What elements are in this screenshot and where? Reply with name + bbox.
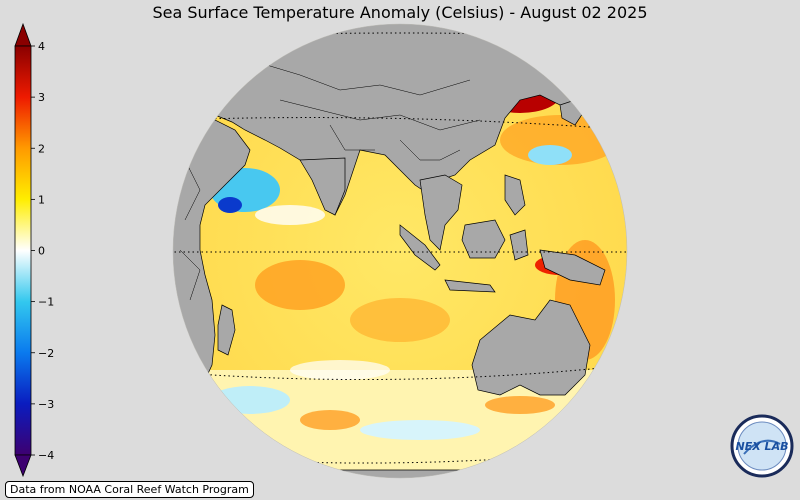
svg-text:NEX LAB: NEX LAB bbox=[736, 440, 789, 453]
warm-anomaly-patch bbox=[255, 260, 345, 310]
indochina-landmass bbox=[419, 174, 463, 251]
country-border bbox=[399, 139, 461, 161]
india-landmass bbox=[299, 157, 346, 216]
country-border bbox=[329, 124, 375, 151]
asia-landmass bbox=[173, 24, 627, 216]
colorbar-tick-label: 4 bbox=[38, 40, 45, 53]
warm-anomaly-patch bbox=[350, 298, 450, 342]
new-guinea-landmass bbox=[539, 249, 606, 286]
colorbar-bottom-arrow bbox=[14, 454, 32, 478]
country-border bbox=[249, 59, 471, 96]
colorbar-tick-label: 1 bbox=[38, 193, 45, 206]
colorbar-tick-label: 3 bbox=[38, 91, 45, 104]
globe-outline bbox=[172, 23, 628, 479]
colorbar-tick-label: 0 bbox=[38, 245, 45, 258]
borneo-landmass bbox=[461, 219, 506, 259]
data-credit-label: Data from NOAA Coral Reef Watch Program bbox=[5, 481, 254, 498]
cool-anomaly-patch bbox=[218, 197, 242, 213]
colorbar-tick-label: −1 bbox=[38, 296, 54, 309]
southern-warm-patch bbox=[485, 396, 555, 414]
colorbar-tick-label: 2 bbox=[38, 142, 45, 155]
colorbar: 4 3 2 1 0 −1 −2 −3 −4 bbox=[14, 22, 54, 478]
country-border bbox=[179, 249, 201, 301]
nex-lab-logo: NEX LAB bbox=[730, 414, 794, 478]
country-border bbox=[184, 159, 201, 221]
southern-warm-patch bbox=[300, 410, 360, 430]
graticule-line bbox=[173, 364, 627, 381]
country-border bbox=[279, 99, 481, 131]
sumatra-landmass bbox=[399, 224, 441, 271]
cool-anomaly-patch bbox=[290, 360, 390, 380]
colorbar-tick-label: −4 bbox=[38, 449, 54, 462]
java-landmass bbox=[444, 279, 496, 293]
southern-cool-patch bbox=[360, 420, 480, 440]
philippines-landmass bbox=[504, 174, 526, 216]
colorbar-tick-label: −3 bbox=[38, 398, 54, 411]
cool-anomaly-patch bbox=[255, 205, 325, 225]
graticule-line bbox=[173, 117, 627, 131]
antarctica-landmass bbox=[299, 469, 501, 478]
colorbar-tick-label: −2 bbox=[38, 347, 54, 360]
australia-landmass bbox=[471, 299, 591, 396]
southern-cool-patch bbox=[210, 386, 290, 414]
cool-anomaly-patch bbox=[528, 145, 572, 165]
madagascar-landmass bbox=[217, 304, 236, 356]
map-title: Sea Surface Temperature Anomaly (Celsius… bbox=[152, 3, 648, 22]
